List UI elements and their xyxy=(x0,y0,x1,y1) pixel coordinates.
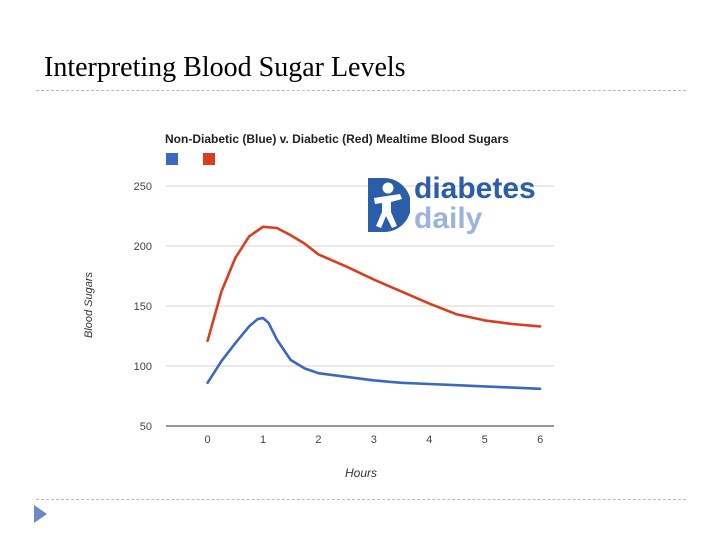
y-tick-label-200: 200 xyxy=(134,241,152,253)
tick-labels: 50 100 150 200 250 0 1 2 3 4 5 6 xyxy=(134,181,544,446)
y-tick-label-250: 250 xyxy=(134,181,152,193)
series-line-diabetic xyxy=(206,225,542,343)
footer-divider xyxy=(36,499,686,500)
logo-word-daily: daily xyxy=(414,202,483,235)
logo-word-diabetes: diabetes xyxy=(414,172,536,205)
chart-title: Non-Diabetic (Blue) v. Diabetic (Red) Me… xyxy=(165,132,509,146)
x-tick-label-0: 0 xyxy=(205,434,211,446)
slide-title: Interpreting Blood Sugar Levels xyxy=(44,52,406,83)
y-tick-label-150: 150 xyxy=(134,301,152,313)
title-divider xyxy=(36,90,686,91)
x-tick-label-6: 6 xyxy=(537,434,543,446)
x-tick-label-5: 5 xyxy=(482,434,488,446)
x-axis-label: Hours xyxy=(345,466,377,480)
y-axis-label: Blood Sugars xyxy=(83,271,95,338)
bullet-arrow-icon xyxy=(34,505,47,523)
y-tick-label-100: 100 xyxy=(134,361,152,373)
person-logo-icon xyxy=(368,178,410,232)
x-tick-label-1: 1 xyxy=(260,434,266,446)
legend-swatch-diabetic xyxy=(203,153,215,165)
y-tick-label-50: 50 xyxy=(140,421,152,433)
gridlines xyxy=(166,185,554,427)
legend-swatch-non-diabetic xyxy=(166,153,178,165)
series-lines xyxy=(206,225,542,391)
legend xyxy=(166,153,215,165)
series-line-non-diabetic xyxy=(206,316,542,391)
x-tick-label-2: 2 xyxy=(315,434,321,446)
x-tick-label-4: 4 xyxy=(426,434,432,446)
x-tick-label-3: 3 xyxy=(371,434,377,446)
diabetes-daily-logo: diabetes daily xyxy=(366,172,546,240)
